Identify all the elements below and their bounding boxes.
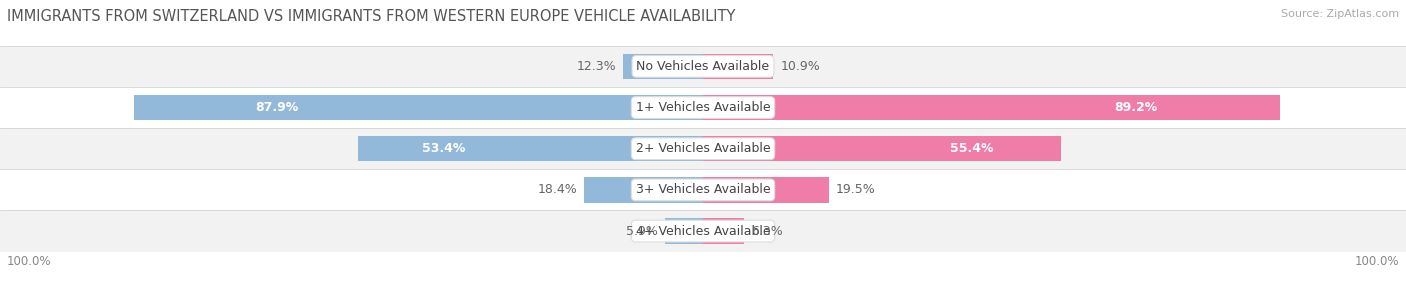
Text: 100.0%: 100.0% [7, 255, 52, 267]
Bar [703, 95, 1279, 120]
Bar [703, 136, 1062, 162]
Text: 6.3%: 6.3% [751, 225, 783, 238]
Text: 12.3%: 12.3% [576, 60, 616, 73]
Text: 5.9%: 5.9% [626, 225, 658, 238]
Bar [0, 128, 1406, 169]
Bar [583, 177, 703, 203]
Text: Source: ZipAtlas.com: Source: ZipAtlas.com [1281, 9, 1399, 19]
Text: 53.4%: 53.4% [422, 142, 465, 155]
Text: 87.9%: 87.9% [254, 101, 298, 114]
Bar [623, 53, 703, 79]
Bar [135, 95, 703, 120]
Bar [703, 177, 830, 203]
Text: 55.4%: 55.4% [950, 142, 994, 155]
Text: 100.0%: 100.0% [1354, 255, 1399, 267]
Text: 89.2%: 89.2% [1114, 101, 1157, 114]
Text: No Vehicles Available: No Vehicles Available [637, 60, 769, 73]
Bar [0, 46, 1406, 87]
Text: 4+ Vehicles Available: 4+ Vehicles Available [636, 225, 770, 238]
Bar [703, 53, 773, 79]
Text: 3+ Vehicles Available: 3+ Vehicles Available [636, 183, 770, 196]
Text: 10.9%: 10.9% [780, 60, 820, 73]
Bar [0, 210, 1406, 252]
Bar [0, 87, 1406, 128]
Text: 2+ Vehicles Available: 2+ Vehicles Available [636, 142, 770, 155]
Bar [665, 218, 703, 244]
Text: 19.5%: 19.5% [837, 183, 876, 196]
Text: 1+ Vehicles Available: 1+ Vehicles Available [636, 101, 770, 114]
Bar [357, 136, 703, 162]
Text: 18.4%: 18.4% [537, 183, 576, 196]
Bar [703, 218, 744, 244]
Bar [0, 169, 1406, 210]
Text: IMMIGRANTS FROM SWITZERLAND VS IMMIGRANTS FROM WESTERN EUROPE VEHICLE AVAILABILI: IMMIGRANTS FROM SWITZERLAND VS IMMIGRANT… [7, 9, 735, 23]
